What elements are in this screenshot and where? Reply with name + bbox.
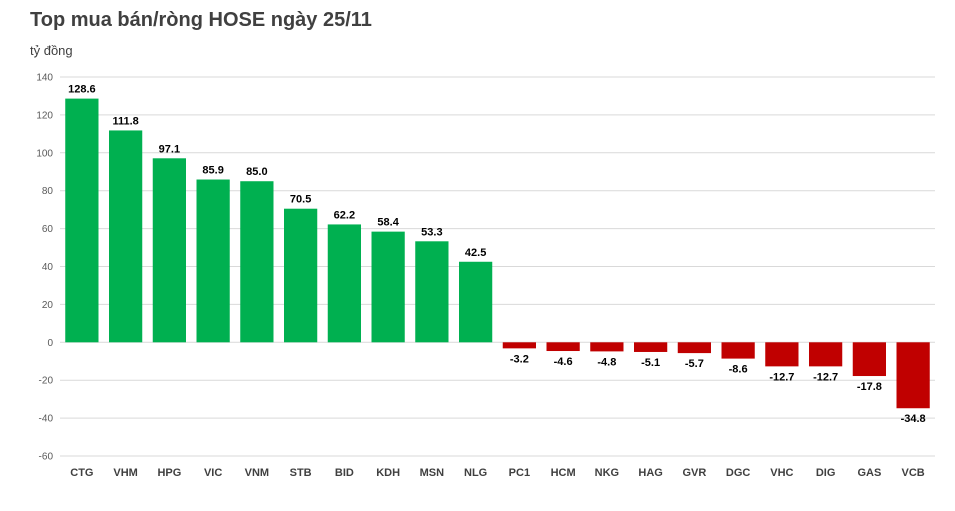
data-label: 53.3 bbox=[421, 226, 442, 238]
y-tick-label: 120 bbox=[36, 110, 53, 121]
bar-gas bbox=[852, 342, 886, 377]
x-category-label: PC1 bbox=[509, 467, 530, 479]
y-tick-label: 80 bbox=[42, 186, 54, 197]
data-label: -3.2 bbox=[510, 353, 529, 365]
y-tick-label: 140 bbox=[36, 73, 53, 84]
x-category-label: CTG bbox=[70, 467, 93, 479]
data-label: -4.8 bbox=[597, 356, 616, 368]
bar-ctg bbox=[65, 98, 99, 343]
data-label: -5.7 bbox=[685, 358, 704, 370]
y-axis-unit-label: tỷ đồng bbox=[30, 43, 73, 58]
data-label: 85.0 bbox=[246, 166, 267, 178]
x-category-label: HCM bbox=[551, 467, 576, 479]
x-category-label: GVR bbox=[682, 467, 706, 479]
y-tick-label: 60 bbox=[42, 224, 54, 235]
y-tick-label: 100 bbox=[36, 148, 53, 159]
y-tick-label: 40 bbox=[42, 262, 54, 273]
data-label: 128.6 bbox=[68, 84, 96, 96]
bar-pc1 bbox=[502, 342, 536, 349]
x-category-label: KDH bbox=[376, 467, 400, 479]
x-category-label: NKG bbox=[595, 467, 619, 479]
y-tick-label: 20 bbox=[42, 300, 54, 311]
y-tick-label: -40 bbox=[39, 414, 54, 425]
x-category-label: DGC bbox=[726, 467, 751, 479]
bar-hpg bbox=[152, 158, 186, 343]
data-label: -17.8 bbox=[857, 381, 882, 393]
x-category-label: HAG bbox=[638, 467, 662, 479]
data-label: 62.2 bbox=[334, 209, 355, 221]
y-tick-label: -60 bbox=[39, 452, 54, 463]
data-label: -4.6 bbox=[554, 356, 573, 368]
y-tick-label: 0 bbox=[47, 338, 53, 349]
data-label: 85.9 bbox=[202, 165, 223, 177]
data-label: -5.1 bbox=[641, 357, 660, 369]
data-label: 58.4 bbox=[377, 217, 399, 229]
data-label: -12.7 bbox=[813, 371, 838, 383]
bar-dig bbox=[809, 342, 843, 367]
x-category-label: DIG bbox=[816, 467, 836, 479]
x-category-label: STB bbox=[290, 467, 312, 479]
bar-msn bbox=[415, 241, 449, 343]
data-label: 111.8 bbox=[112, 115, 138, 127]
bar-dgc bbox=[721, 342, 755, 359]
x-category-label: BID bbox=[335, 467, 354, 479]
bar-vcb bbox=[896, 342, 930, 409]
bar-bid bbox=[327, 224, 361, 343]
bar-gvr bbox=[677, 342, 711, 354]
x-category-label: VIC bbox=[204, 467, 222, 479]
bar-kdh bbox=[371, 231, 405, 343]
y-tick-label: -20 bbox=[39, 376, 54, 387]
x-category-label: VHM bbox=[113, 467, 137, 479]
x-category-label: HPG bbox=[157, 467, 181, 479]
data-label: -34.8 bbox=[901, 413, 926, 425]
chart-title: Top mua bán/ròng HOSE ngày 25/11 bbox=[30, 9, 372, 31]
x-category-label: GAS bbox=[857, 467, 881, 479]
bar-hag bbox=[634, 342, 668, 352]
bar-vic bbox=[196, 179, 230, 343]
bar-nkg bbox=[590, 342, 624, 352]
bar-stb bbox=[284, 208, 318, 343]
bar-vnm bbox=[240, 181, 274, 343]
x-category-label: VCB bbox=[902, 467, 925, 479]
x-category-label: NLG bbox=[464, 467, 487, 479]
x-category-label: VNM bbox=[245, 467, 269, 479]
x-category-label: VHC bbox=[770, 467, 793, 479]
data-label: 70.5 bbox=[290, 194, 311, 206]
x-category-label: MSN bbox=[420, 467, 445, 479]
data-label: 42.5 bbox=[465, 247, 486, 259]
bar-vhm bbox=[109, 130, 143, 343]
bar-nlg bbox=[459, 261, 493, 343]
data-label: -12.7 bbox=[769, 371, 794, 383]
bar-vhc bbox=[765, 342, 799, 367]
data-label: 97.1 bbox=[159, 143, 180, 155]
data-label: -8.6 bbox=[729, 364, 748, 376]
bar-hcm bbox=[546, 342, 580, 352]
